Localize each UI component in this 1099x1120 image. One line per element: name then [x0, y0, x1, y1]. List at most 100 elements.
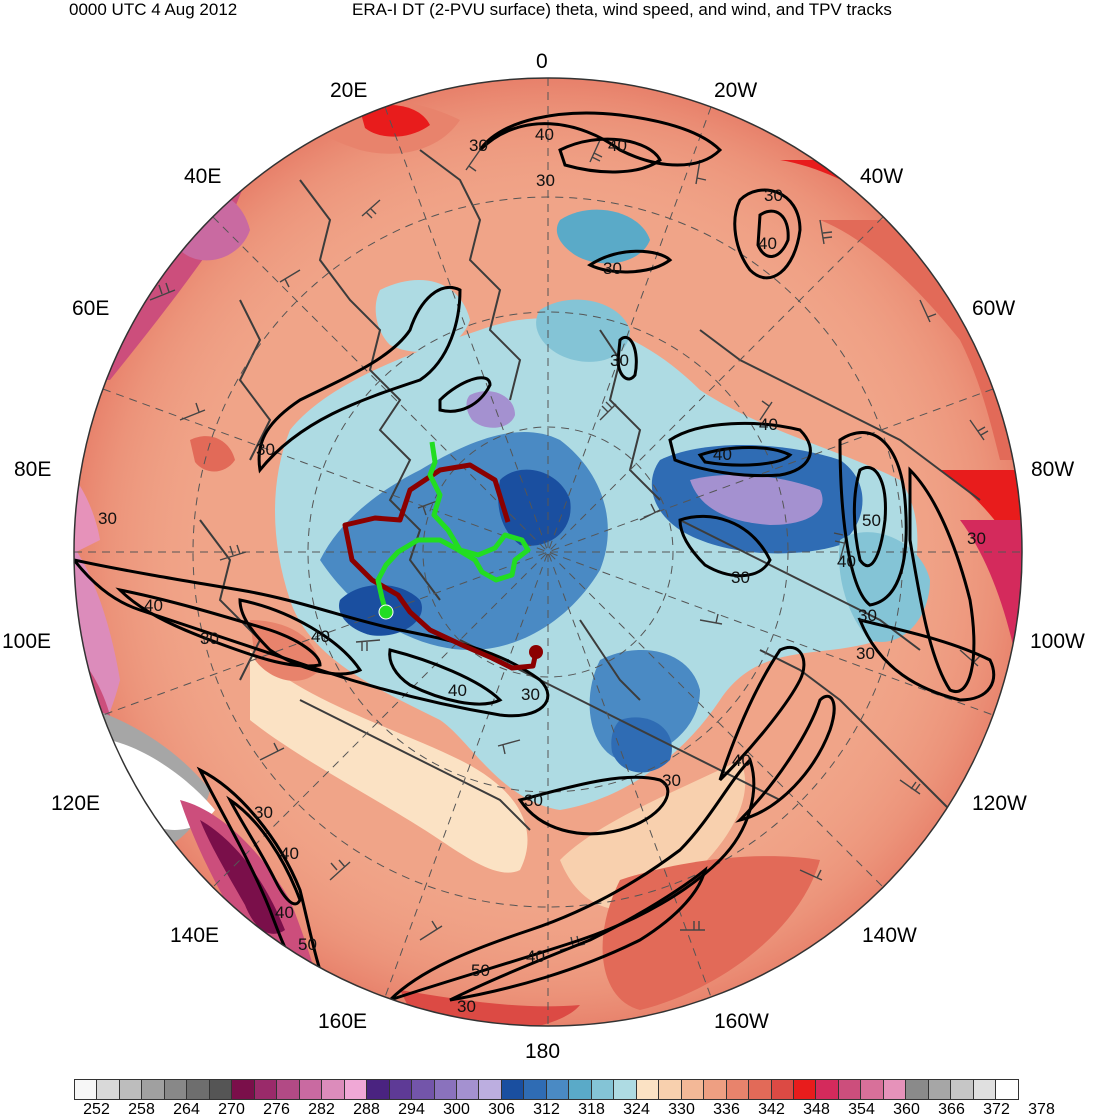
lon-label-60e: 60E: [72, 297, 109, 320]
colorbar-swatch: [322, 1080, 345, 1099]
colorbar-swatch: [838, 1080, 862, 1099]
lon-label-180: 180: [525, 1040, 560, 1063]
colorbar-swatch: [614, 1080, 637, 1099]
contour-label: 30: [858, 606, 877, 625]
contour-label: 40: [144, 596, 163, 615]
colorbar-swatch: [501, 1080, 525, 1099]
colorbar-swatch: [344, 1080, 368, 1099]
polar-map: 30 40 40 30 30 40 30 30 30 40 40 50 30 4…: [2, 50, 1085, 1063]
lon-label-100e: 100E: [2, 630, 51, 653]
colorbar-swatch: [187, 1080, 210, 1099]
colorbar-swatch: [906, 1080, 929, 1099]
colorbar-swatch: [636, 1080, 660, 1099]
colorbar-tick: 282: [308, 1101, 335, 1118]
colorbar-tick: 312: [533, 1101, 560, 1118]
colorbar-swatch: [569, 1080, 592, 1099]
colorbar-swatch: [75, 1080, 98, 1099]
colorbar-swatch: [726, 1080, 750, 1099]
colorbar-swatch: [996, 1080, 1018, 1099]
longitude-labels: 0 20W 40W 60W 80W 100W 120W 140W 160W 18…: [2, 50, 1085, 1063]
lon-label-120w: 120W: [972, 792, 1027, 815]
colorbar-swatch: [97, 1080, 120, 1099]
lon-label-20e: 20E: [330, 79, 367, 102]
tpv-track-green: [375, 441, 531, 613]
colorbar-swatch: [277, 1080, 300, 1099]
colorbar-swatch: [209, 1080, 233, 1099]
contour-label: 30: [764, 186, 783, 205]
contour-label: 30: [731, 568, 750, 587]
lon-label-160w: 160W: [714, 1010, 769, 1033]
contour-label: 30: [457, 997, 476, 1016]
colorbar-swatch: [164, 1080, 188, 1099]
tpv-track-red: [342, 462, 539, 671]
contour-label: 50: [862, 511, 881, 530]
colorbar-tick: 378: [1028, 1101, 1055, 1118]
graticule: [74, 78, 1022, 1026]
theta-field: [74, 78, 1022, 1026]
colorbar-tick: 270: [218, 1101, 245, 1118]
lon-label-80e: 80E: [14, 458, 51, 481]
lon-label-60w: 60W: [972, 297, 1015, 320]
colorbar-swatch: [254, 1080, 278, 1099]
colorbar-tick: 342: [758, 1101, 785, 1118]
wind-speed-contours: [74, 111, 996, 1003]
contour-label: 30: [256, 440, 275, 459]
colorbar-tick: 348: [803, 1101, 830, 1118]
contour-label: 30: [469, 136, 488, 155]
lon-label-140e: 140E: [170, 924, 219, 947]
contour-label: 40: [608, 136, 627, 155]
contour-label: 40: [280, 844, 299, 863]
colorbar-swatch: [142, 1080, 165, 1099]
lon-label-0: 0: [536, 50, 548, 73]
contour-label: 30: [610, 351, 629, 370]
colorbar-swatch: [232, 1080, 255, 1099]
contour-label: 40: [759, 415, 778, 434]
contour-label: 30: [98, 509, 117, 528]
tpv-track-green-marker: [378, 604, 394, 620]
colorbar-tick: 372: [983, 1101, 1010, 1118]
colorbar-swatch: [659, 1080, 682, 1099]
theta-colorbar: [74, 1079, 1019, 1100]
contour-label: 40: [732, 751, 751, 770]
colorbar-tick: 264: [173, 1101, 200, 1118]
colorbar-swatch: [704, 1080, 727, 1099]
colorbar-swatch: [816, 1080, 839, 1099]
lon-label-40w: 40W: [860, 165, 903, 188]
colorbar-swatch: [591, 1080, 615, 1099]
contour-label: 40: [837, 552, 856, 571]
contour-label: 30: [856, 644, 875, 663]
colorbar-tick: 258: [128, 1101, 155, 1118]
contour-label: 40: [311, 627, 330, 646]
colorbar-swatch: [681, 1080, 705, 1099]
colorbar-swatch: [524, 1080, 547, 1099]
lon-label-100w: 100W: [1030, 630, 1085, 653]
lon-label-140w: 140W: [862, 924, 917, 947]
colorbar-swatch: [973, 1080, 997, 1099]
lon-label-20w: 20W: [714, 79, 757, 102]
contour-label: 50: [471, 961, 490, 980]
colorbar-tick: 330: [668, 1101, 695, 1118]
colorbar-swatch: [367, 1080, 390, 1099]
colorbar-tick: 366: [938, 1101, 965, 1118]
colorbar-swatch: [928, 1080, 952, 1099]
wind-barbs: [149, 139, 989, 951]
colorbar-tick: 252: [83, 1101, 110, 1118]
contour-label: 40: [535, 125, 554, 144]
lon-label-120e: 120E: [51, 792, 100, 815]
colorbar-swatch: [456, 1080, 480, 1099]
colorbar-tick: 288: [353, 1101, 380, 1118]
colorbar-swatch: [883, 1080, 907, 1099]
colorbar-swatch: [412, 1080, 435, 1099]
contour-labels: 30 40 40 30 30 40 30 30 30 40 40 50 30 4…: [98, 125, 986, 1016]
contour-label: 30: [200, 629, 219, 648]
colorbar-tick: 306: [488, 1101, 515, 1118]
colorbar-tick: 318: [578, 1101, 605, 1118]
lon-label-80w: 80W: [1031, 458, 1074, 481]
contour-label: 40: [526, 947, 545, 966]
colorbar-tick: 300: [443, 1101, 470, 1118]
colorbar-swatch: [861, 1080, 884, 1099]
contour-label: 30: [967, 529, 986, 548]
contour-label: 40: [758, 234, 777, 253]
contour-label: 50: [298, 935, 317, 954]
contour-label: 40: [448, 681, 467, 700]
